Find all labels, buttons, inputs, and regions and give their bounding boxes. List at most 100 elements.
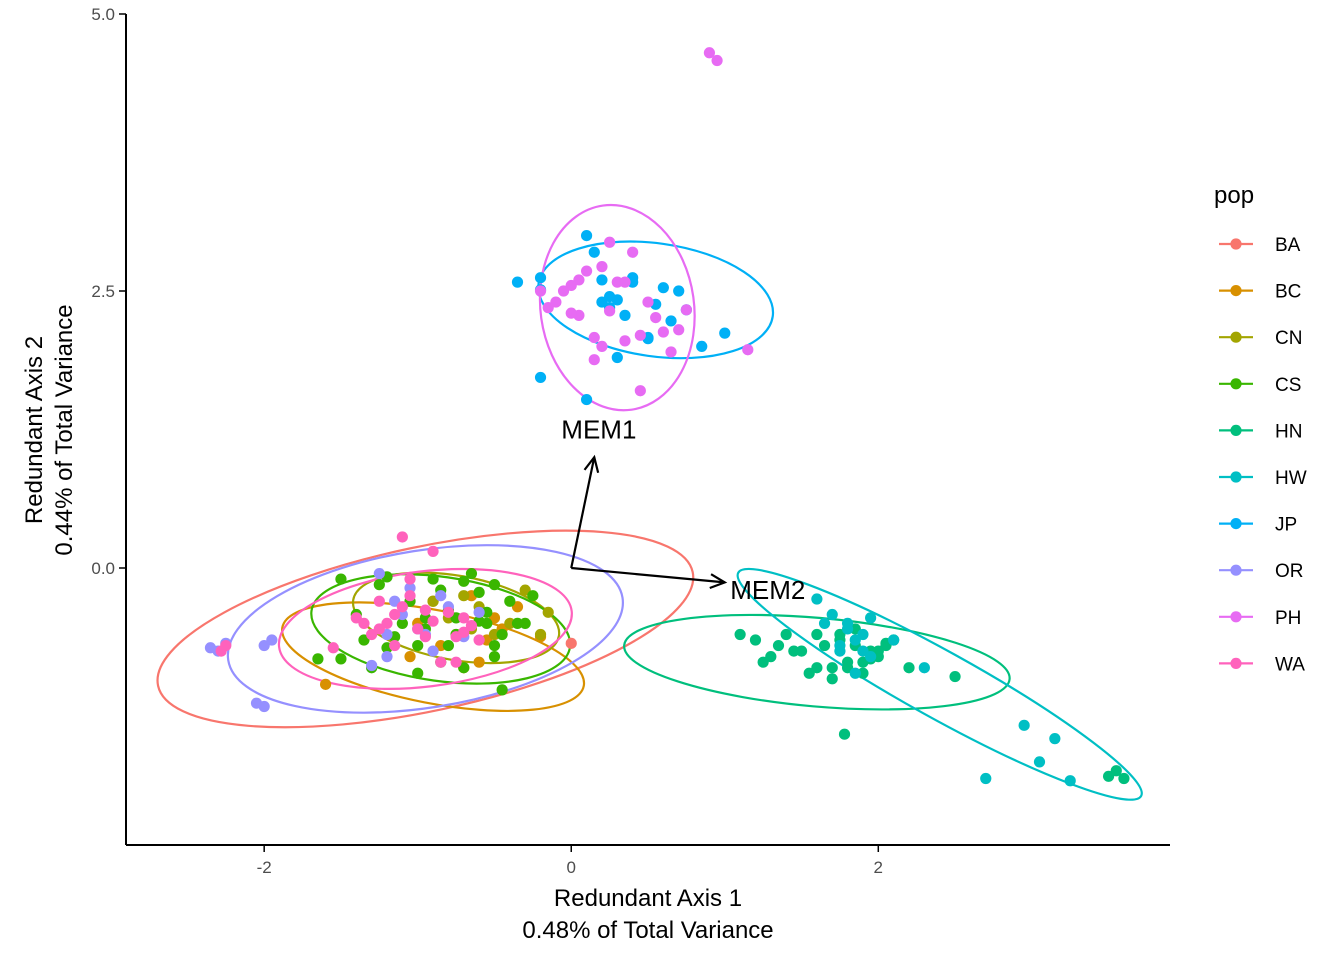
point-or-6: [258, 700, 270, 713]
point-cs-14: [519, 617, 531, 630]
points-hw: [811, 593, 1076, 787]
point-wa-19: [427, 545, 439, 557]
point-wa-12: [389, 608, 401, 621]
point-bc-0: [319, 678, 332, 690]
point-hw-5: [849, 634, 861, 646]
point-or-16: [435, 590, 447, 602]
ellipse-hw: [736, 567, 1143, 801]
point-wa-22: [389, 639, 401, 652]
point-ph-24: [596, 340, 608, 352]
point-hn-11: [780, 628, 792, 641]
point-jp-15: [696, 340, 708, 352]
point-ph-27: [619, 276, 631, 288]
point-hn-29: [838, 728, 851, 740]
legend-key-dot-hn: [1230, 424, 1242, 436]
point-cn-0: [542, 606, 554, 618]
mem-arrows: MEM1 MEM2: [561, 415, 805, 606]
point-hn-32: [1118, 772, 1130, 785]
point-ba-0: [565, 637, 577, 649]
legend-key-dot-wa: [1230, 657, 1242, 670]
point-wa-0: [327, 642, 339, 654]
point-wa-14: [419, 604, 431, 616]
point-wa-20: [458, 612, 470, 624]
point-cs-7: [511, 617, 524, 630]
point-wa-18: [396, 531, 408, 543]
arrow-mem1: [570, 456, 596, 569]
point-hn-7: [857, 667, 869, 679]
point-cs-12: [481, 606, 493, 618]
point-jp-20: [627, 276, 639, 288]
points-wa: [215, 531, 485, 668]
point-ph-11: [619, 335, 631, 347]
legend-label-jp: JP: [1275, 515, 1297, 536]
point-cs-37: [481, 617, 493, 630]
point-or-4: [266, 634, 278, 646]
point-cs-19: [496, 628, 508, 641]
point-cs-38: [442, 639, 455, 652]
legend-label-ba: BA: [1275, 235, 1301, 256]
arrow-label-mem2: MEM2: [730, 575, 805, 605]
legend-key-dot-ba: [1230, 238, 1242, 250]
legend-key-dot-ph: [1230, 611, 1242, 623]
ellipse-or: [226, 544, 624, 714]
point-cs-1: [335, 653, 347, 665]
x-axis-title-line2: 0.48% of Total Variance: [522, 917, 773, 944]
point-jp-7: [611, 294, 623, 306]
points-ph: [534, 47, 754, 397]
x-axis-title-line1: Redundant Axis 1: [554, 885, 742, 912]
point-hw-9: [888, 634, 900, 646]
point-or-18: [473, 606, 485, 618]
legend-title: pop: [1214, 182, 1254, 209]
arrow-label-mem1: MEM1: [561, 415, 636, 445]
point-jp-21: [534, 371, 547, 384]
point-hw-18: [834, 645, 846, 657]
legend-label-hw: HW: [1275, 468, 1307, 489]
legend-key-dot-or: [1230, 564, 1242, 576]
legend-label-ph: PH: [1275, 608, 1301, 629]
point-jp-17: [611, 351, 623, 364]
point-hn-34: [772, 639, 785, 652]
point-hw-15: [1049, 733, 1061, 745]
point-wa-10: [358, 617, 370, 630]
point-wa-5: [412, 623, 424, 635]
point-ph-0: [534, 285, 547, 297]
point-hw-17: [849, 667, 861, 679]
point-wa-13: [404, 590, 416, 602]
point-cs-21: [427, 573, 439, 585]
point-hw-19: [865, 612, 877, 624]
point-jp-0: [511, 276, 524, 288]
point-hn-21: [826, 673, 838, 685]
legend-label-or: OR: [1275, 561, 1304, 582]
confidence-ellipses: [156, 203, 1143, 801]
arrowhead-mem1: [583, 454, 600, 473]
point-wa-16: [450, 631, 462, 643]
point-cs-13: [504, 595, 516, 607]
point-hn-1: [749, 634, 762, 646]
ellipse-jp: [537, 240, 775, 360]
legend-label-bc: BC: [1275, 282, 1301, 303]
point-hw-8: [841, 623, 854, 635]
point-or-14: [373, 567, 385, 580]
point-wa-15: [435, 656, 447, 668]
point-ph-28: [573, 274, 585, 286]
point-hw-7: [818, 617, 831, 630]
point-hw-11: [918, 662, 930, 674]
point-hn-13: [818, 639, 831, 652]
point-ph-19: [680, 304, 692, 316]
point-jp-8: [619, 309, 631, 321]
point-jp-5: [596, 274, 608, 286]
point-or-17: [404, 582, 416, 594]
point-hw-1: [826, 608, 838, 621]
point-ph-16: [657, 326, 669, 338]
point-cs-8: [527, 590, 539, 602]
point-cn-8: [458, 590, 470, 602]
ellipse-ph: [538, 203, 696, 412]
point-ph-14: [642, 296, 654, 308]
point-wa-9: [473, 634, 485, 646]
point-ph-10: [611, 276, 623, 288]
point-bc-2: [473, 656, 485, 668]
point-cn-4: [488, 628, 501, 641]
point-cs-9: [396, 617, 408, 630]
point-cs-18: [473, 586, 485, 598]
